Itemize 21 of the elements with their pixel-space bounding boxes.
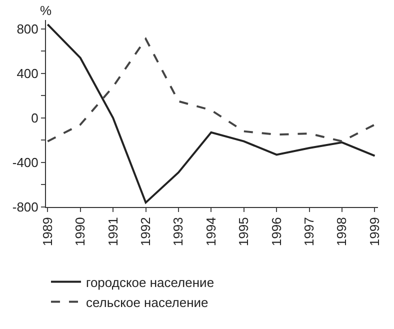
legend-label: сельское население — [86, 294, 208, 310]
x-tick-label: 1993 — [170, 217, 186, 246]
x-tick-label: 1992 — [138, 217, 153, 246]
y-tick-label: 800 — [16, 21, 38, 36]
x-tick-label: 1990 — [72, 217, 88, 246]
x-tick-label: 1998 — [334, 217, 350, 246]
line-series — [46, 38, 376, 142]
y-tick-label: -800 — [12, 200, 38, 215]
y-tick-label: -400 — [12, 155, 38, 170]
x-tick-label: 1996 — [268, 217, 284, 246]
x-tick-label: 1989 — [40, 217, 55, 246]
line-series — [46, 23, 376, 204]
x-tick-label: 1995 — [236, 217, 252, 246]
legend-label: городское население — [86, 274, 214, 290]
x-tick-label: 1994 — [203, 217, 218, 246]
y-tick-label: 0 — [31, 110, 38, 126]
x-tick-label: 1991 — [105, 217, 120, 246]
y-tick-label: 400 — [16, 66, 38, 81]
x-tick-label: 1999 — [366, 217, 382, 246]
y-axis-title: % — [40, 3, 52, 18]
x-tick-label: 1997 — [302, 217, 317, 246]
